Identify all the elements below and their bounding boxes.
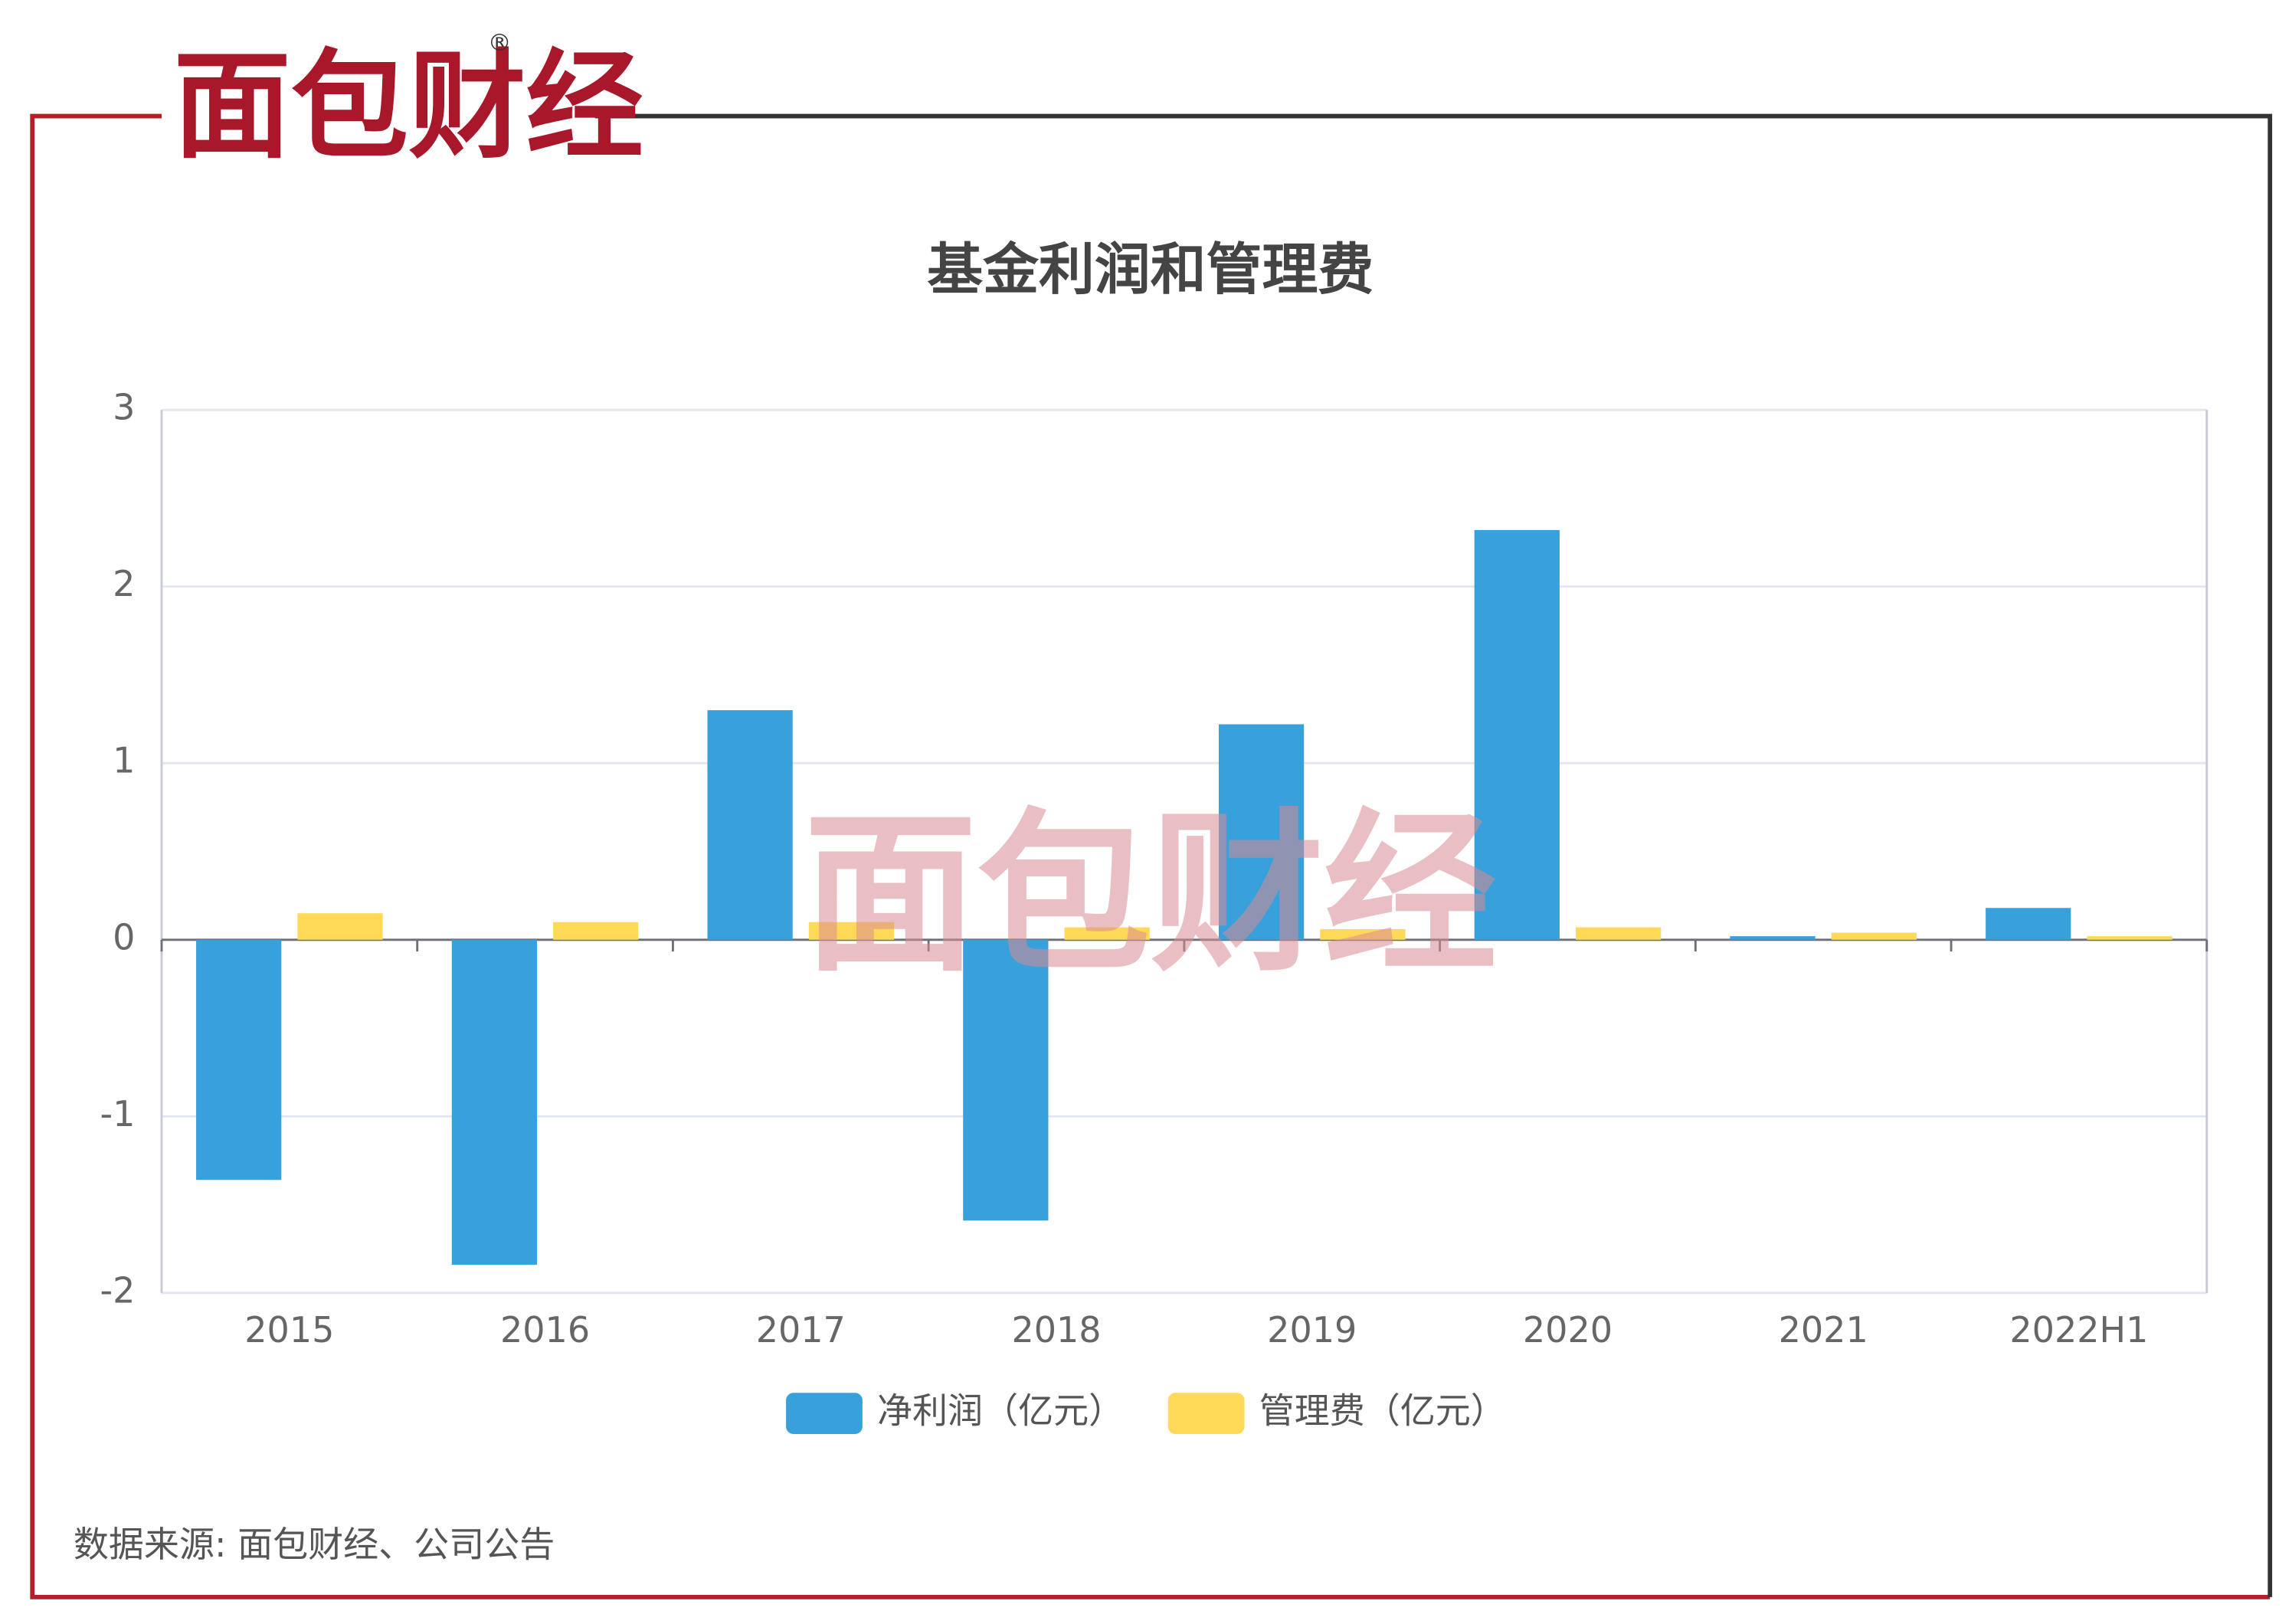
bar	[1320, 928, 1406, 940]
bar	[1064, 927, 1150, 940]
x-tick-label: 2022H1	[2009, 1309, 2148, 1351]
y-tick-label: 0	[113, 916, 135, 958]
bar	[451, 939, 538, 1265]
bar	[297, 913, 383, 940]
bar	[2087, 936, 2172, 940]
watermark: 面包财经	[804, 794, 1497, 995]
frame-red	[30, 113, 2271, 1599]
plot: -2 -1 0 1 2 3 2015 2016 2017 2018 2019 2020 2021 2022…	[100, 387, 2209, 1434]
bar	[1986, 908, 2071, 940]
chart-title: 基金利润和管理费	[927, 237, 1374, 303]
y-tick-label: 3	[113, 387, 135, 428]
x-tick-label: 2018	[1011, 1309, 1101, 1351]
x-tick-label: 2017	[756, 1309, 846, 1351]
x-tick-label: 2016	[500, 1309, 590, 1351]
source-note: 数据来源: 面包财经、公司公告	[74, 1524, 555, 1565]
bar	[1218, 724, 1305, 940]
bar	[1576, 927, 1662, 940]
x-tick-label: 2021	[1779, 1309, 1868, 1351]
y-tick-label: -2	[100, 1269, 136, 1311]
legend-swatch	[786, 1393, 863, 1434]
x-tick-label: 2019	[1267, 1309, 1357, 1351]
y-tick-label: -1	[100, 1093, 136, 1135]
logo: 面包财经	[173, 39, 643, 175]
bar	[1474, 529, 1560, 940]
x-tick-label: 2015	[244, 1309, 334, 1351]
bar	[808, 922, 895, 940]
bar	[196, 939, 282, 1180]
registered-mark: ®	[488, 30, 512, 57]
y-tick-label: 1	[113, 740, 135, 781]
bar	[963, 939, 1049, 1221]
x-tick-label: 2020	[1523, 1309, 1613, 1351]
bar	[553, 922, 639, 940]
legend-swatch	[1167, 1393, 1245, 1434]
frame-dark	[594, 113, 2273, 1597]
bar	[707, 710, 793, 940]
legend-label: 净利润（亿元）	[877, 1390, 1124, 1432]
bar	[1831, 932, 1917, 940]
legend-label: 管理费（亿元）	[1259, 1390, 1506, 1432]
bar	[1730, 936, 1816, 940]
y-tick-label: 2	[113, 563, 135, 604]
